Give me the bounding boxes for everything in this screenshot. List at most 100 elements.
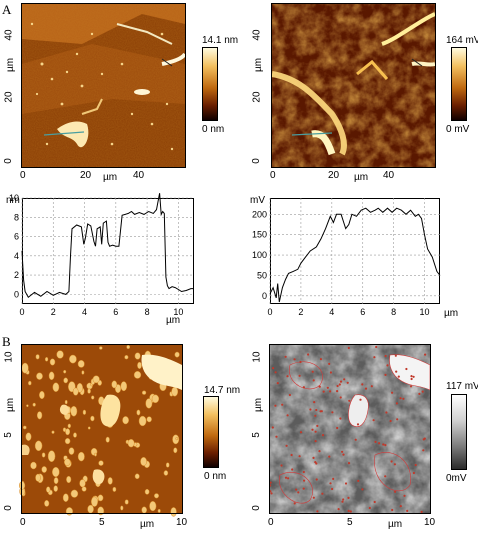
particle-dot — [77, 451, 85, 462]
particle-marker — [368, 506, 371, 510]
x-tick-label: 10 — [173, 307, 183, 317]
particle-dot — [157, 508, 161, 513]
y-tick-label: 0 — [250, 505, 262, 511]
x-axis-unit-label: µm — [166, 315, 181, 326]
panel-label-a: A — [2, 2, 12, 17]
particle-dot — [62, 427, 67, 432]
particle-marker — [311, 428, 314, 431]
particle-marker — [295, 488, 298, 491]
particle-marker — [337, 508, 340, 511]
y-axis-unit-label: mV — [250, 195, 265, 206]
topography-map-a — [22, 4, 187, 167]
particle-dot — [134, 352, 141, 360]
particle-dot — [56, 350, 64, 359]
particle-marker — [414, 463, 417, 467]
particle-marker — [270, 492, 273, 495]
particle-marker — [288, 393, 291, 397]
x-tick-label: 0 — [19, 307, 24, 317]
particle-marker — [315, 478, 318, 481]
particle-marker — [314, 430, 317, 433]
particle-marker — [274, 404, 277, 407]
y-tick-label: 20 — [3, 91, 15, 103]
particle-dot — [163, 470, 169, 476]
particle-marker — [347, 462, 351, 465]
particle-marker — [313, 401, 316, 404]
particle-marker — [314, 414, 317, 417]
colorbar-max-label: 14.7 nm — [204, 385, 241, 396]
particle-marker — [316, 424, 319, 427]
particle-dot — [124, 355, 129, 360]
particle-marker — [269, 481, 272, 484]
particle-marker — [298, 455, 301, 458]
particle-marker — [389, 419, 392, 423]
x-tick-label: 40 — [383, 170, 395, 181]
particle-marker — [384, 373, 387, 376]
particle-dot — [53, 485, 58, 492]
particle-marker — [302, 487, 305, 490]
x-tick-label: 0 — [20, 517, 26, 528]
x-tick-label: 4 — [329, 307, 334, 317]
particle-dot — [36, 411, 43, 420]
particle-marker — [396, 418, 399, 421]
particle-marker — [348, 399, 351, 402]
x-tick-label: 6 — [113, 307, 118, 317]
colorbar-min-label: 0mV — [446, 473, 467, 484]
particle-marker — [312, 496, 315, 499]
particle-marker — [385, 411, 388, 414]
particle-marker — [336, 390, 339, 393]
particle-marker — [342, 498, 345, 501]
particle-dot — [99, 346, 103, 350]
particle-marker — [286, 375, 289, 378]
y-tick-label: 0 — [262, 291, 267, 301]
particle-dot — [154, 493, 159, 499]
particle-marker — [410, 377, 413, 381]
potential-map-b — [269, 345, 431, 513]
particle-marker — [399, 505, 402, 508]
y-tick-label: 2 — [14, 270, 19, 280]
y-tick-label: 10 — [3, 351, 15, 363]
particle-marker — [412, 375, 415, 378]
particle-dot — [28, 380, 32, 386]
particle-dot — [69, 354, 77, 364]
particle-dot — [52, 382, 60, 392]
particle-marker — [318, 450, 321, 453]
particle-marker — [390, 460, 393, 463]
x-tick-label: 2 — [298, 307, 303, 317]
particle-dot — [105, 436, 110, 443]
y-tick-label: 0 — [2, 505, 14, 511]
x-tick-label: 5 — [347, 517, 353, 528]
particle-marker — [342, 453, 345, 456]
particle-marker — [321, 434, 325, 437]
y-tick-label: 20 — [251, 91, 263, 103]
particle-dot — [77, 360, 85, 368]
particle-dot — [145, 398, 153, 409]
particle-dot — [64, 399, 68, 405]
particle-dot — [149, 501, 157, 512]
image-frame — [21, 3, 186, 168]
particle-dot — [151, 394, 160, 404]
x-tick-label: 40 — [133, 170, 145, 181]
particle-marker — [375, 345, 378, 349]
particle-dot — [91, 395, 95, 400]
x-axis-label: µm — [354, 172, 369, 183]
particle-marker — [423, 437, 426, 440]
particle-dot — [26, 404, 29, 408]
particle-dot — [141, 390, 147, 395]
x-axis-label: µm — [140, 519, 155, 530]
particle-marker — [276, 382, 279, 385]
particle-dot — [35, 473, 41, 482]
particle-dot — [174, 351, 180, 358]
particle-dot — [44, 357, 49, 362]
particle-dot — [91, 496, 98, 507]
topography-map-b — [19, 344, 182, 517]
y-axis-label: µm — [253, 57, 265, 73]
particle-dot — [51, 430, 55, 434]
particle-marker — [402, 397, 405, 400]
colorbar-potential — [451, 47, 467, 121]
y-tick-label: 10 — [251, 351, 263, 363]
particle-dot — [34, 440, 43, 452]
particle-dot — [62, 493, 69, 502]
particle-dot — [124, 499, 129, 505]
particle-marker — [285, 444, 288, 447]
particle-marker — [316, 510, 319, 513]
